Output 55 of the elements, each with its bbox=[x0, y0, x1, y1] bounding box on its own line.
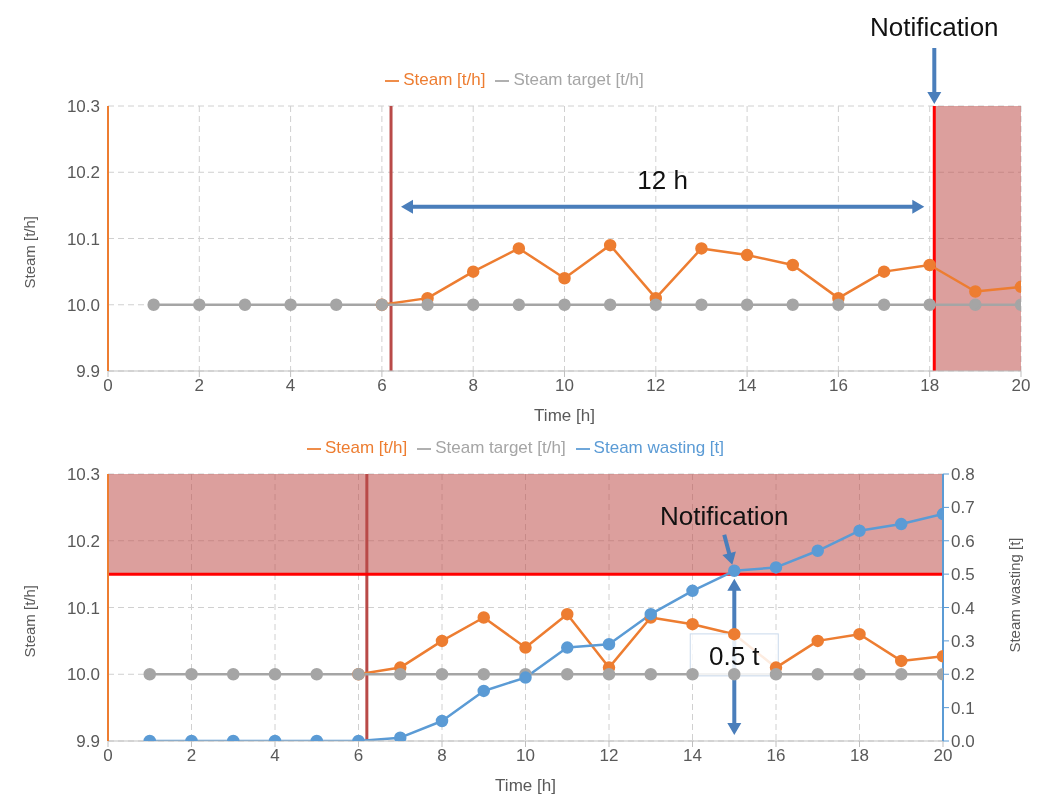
legend-label: Steam target [t/h] bbox=[513, 70, 644, 89]
y2-axis-title: Steam wasting [t] bbox=[1006, 537, 1024, 653]
x-tick-label: 6 bbox=[353, 746, 364, 766]
x-tick-label: 6 bbox=[377, 376, 387, 396]
x-axis-title: Time [h] bbox=[495, 776, 556, 795]
annotation: 0.5 t bbox=[708, 640, 761, 671]
y2-tick-label: 0.4 bbox=[951, 598, 975, 618]
y-axis-title: Steam [t/h] bbox=[21, 215, 39, 289]
x-tick-label: 8 bbox=[468, 376, 478, 396]
y2-tick-label: 0.1 bbox=[951, 698, 975, 718]
annotation: 12 h bbox=[637, 164, 688, 195]
y2-tick-label: 0.2 bbox=[951, 665, 975, 685]
y2-tick-label: 0.7 bbox=[951, 498, 975, 518]
y2-tick-label: 0.0 bbox=[951, 732, 975, 752]
y2-tick-label: 0.5 bbox=[951, 565, 975, 585]
x-tick-label: 10 bbox=[516, 746, 535, 766]
x-tick-label: 14 bbox=[737, 376, 757, 396]
x-tick-label: 18 bbox=[850, 746, 869, 766]
y-tick-label: 10.0 bbox=[66, 295, 100, 315]
y-tick-label: 9.9 bbox=[76, 362, 100, 382]
y-tick-label: 10.2 bbox=[66, 531, 100, 551]
y-tick-label: 10.2 bbox=[66, 163, 100, 183]
x-tick-label: 20 bbox=[933, 746, 953, 766]
y-axis-title: Steam [t/h] bbox=[21, 584, 39, 658]
x-tick-label: 4 bbox=[285, 376, 296, 396]
y-tick-label: 10.3 bbox=[66, 97, 100, 117]
x-tick-label: 16 bbox=[766, 746, 786, 766]
legend-label: Steam target [t/h] bbox=[435, 438, 566, 457]
legend-label: Steam [t/h] bbox=[325, 438, 408, 457]
text: Notification bbox=[869, 12, 999, 42]
y2-tick-label: 0.6 bbox=[951, 531, 975, 551]
y-tick-label: 10.1 bbox=[66, 598, 100, 618]
x-tick-label: 0 bbox=[103, 376, 113, 396]
y2-tick-label: 0.3 bbox=[951, 631, 975, 651]
x-tick-label: 2 bbox=[186, 746, 197, 766]
x-tick-label: 16 bbox=[828, 376, 848, 396]
x-tick-label: 18 bbox=[920, 376, 940, 396]
y-tick-label: 10.1 bbox=[66, 229, 100, 249]
x-tick-label: 0 bbox=[103, 746, 113, 766]
y-tick-label: 9.9 bbox=[76, 732, 100, 752]
y-tick-label: 10.0 bbox=[66, 665, 100, 685]
x-tick-label: 12 bbox=[599, 746, 619, 766]
x-tick-label: 2 bbox=[194, 376, 205, 396]
x-tick-label: 4 bbox=[270, 746, 280, 766]
x-tick-label: 20 bbox=[1011, 376, 1031, 396]
y2-tick-label: 0.8 bbox=[951, 465, 975, 485]
x-tick-label: 14 bbox=[683, 746, 702, 766]
x-tick-label: 10 bbox=[555, 376, 574, 396]
x-axis-title: Time [h] bbox=[534, 406, 595, 425]
y-tick-label: 10.3 bbox=[66, 465, 100, 485]
annotation: Notification bbox=[659, 500, 789, 531]
x-tick-label: 12 bbox=[646, 376, 666, 396]
legend-label: Steam wasting [t] bbox=[593, 438, 724, 457]
x-tick-label: 8 bbox=[437, 746, 447, 766]
legend-label: Steam [t/h] bbox=[403, 70, 486, 89]
